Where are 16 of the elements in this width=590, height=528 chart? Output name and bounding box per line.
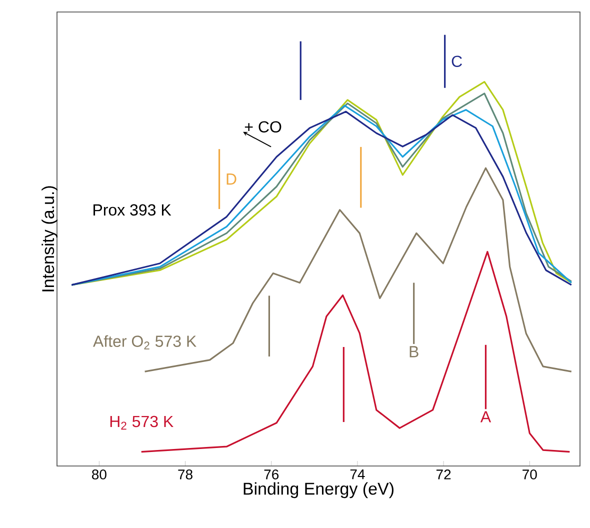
series-label: C <box>452 56 462 68</box>
x-axis-title: Binding Energy (eV) <box>244 482 394 498</box>
annotation: + CO <box>244 121 282 133</box>
series-label: B <box>410 346 418 358</box>
series-label: A <box>480 411 492 422</box>
series-label: After O$_{2}$ 573 K <box>93 335 196 350</box>
x-tick-label: 70 <box>522 470 537 480</box>
x-tick-label: 78 <box>178 470 192 480</box>
x-tick-label: 80 <box>92 470 106 480</box>
annotation: Prox 393 K <box>94 204 172 216</box>
x-tick-label: 76 <box>264 470 279 480</box>
x-tick-label: 72 <box>436 470 451 480</box>
y-axis-title: Intensity (a.u.) <box>42 186 58 292</box>
series-label: D <box>226 174 236 185</box>
x-tick-label: 74 <box>350 470 365 480</box>
series-label: H$_{2}$ 573 K <box>110 416 174 430</box>
